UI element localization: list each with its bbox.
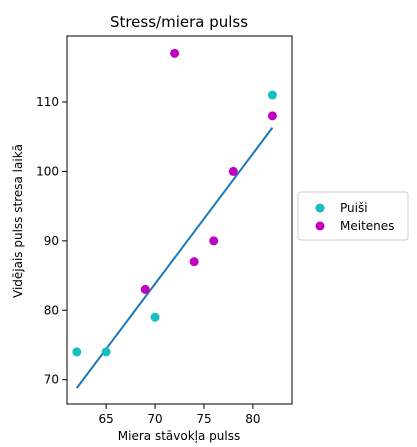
data-point-series-1 [150,312,160,322]
data-point-series-2 [189,257,199,267]
data-point-series-2 [140,284,150,294]
legend-marker-2 [315,221,325,231]
legend-box [297,191,409,241]
x-tick-label: 70 [147,412,162,426]
x-axis-label: Miera stāvokļa pulss [118,429,240,443]
data-point-series-1 [267,90,277,100]
y-tick-label: 110 [36,95,59,109]
x-tick-label: 75 [196,412,211,426]
trend-line [75,127,274,389]
data-point-series-2 [209,236,219,246]
plot-frame [66,35,293,405]
data-point-series-2 [267,111,277,121]
y-tick-label: 70 [44,373,59,387]
plot-area: 65 70 75 80 70 80 90 100 110 [36,35,293,426]
data-point-series-1 [101,347,111,357]
legend-marker-1 [315,203,325,213]
y-tick-label: 100 [36,164,59,178]
legend: Puiši Meitenes [297,191,409,241]
x-tick-label: 65 [98,412,113,426]
y-tick-label: 90 [44,234,59,248]
data-point-series-2 [170,48,180,58]
data-point-series-2 [228,166,238,176]
x-tick-label: 80 [245,412,260,426]
chart-title: Stress/miera pulss [110,13,248,31]
legend-label-2: Meitenes [340,219,394,233]
y-tick-label: 80 [44,303,59,317]
legend-label-1: Puiši [340,201,368,215]
y-axis-label: Vidējais pulss stresa laikā [11,144,25,298]
data-point-series-1 [72,347,82,357]
